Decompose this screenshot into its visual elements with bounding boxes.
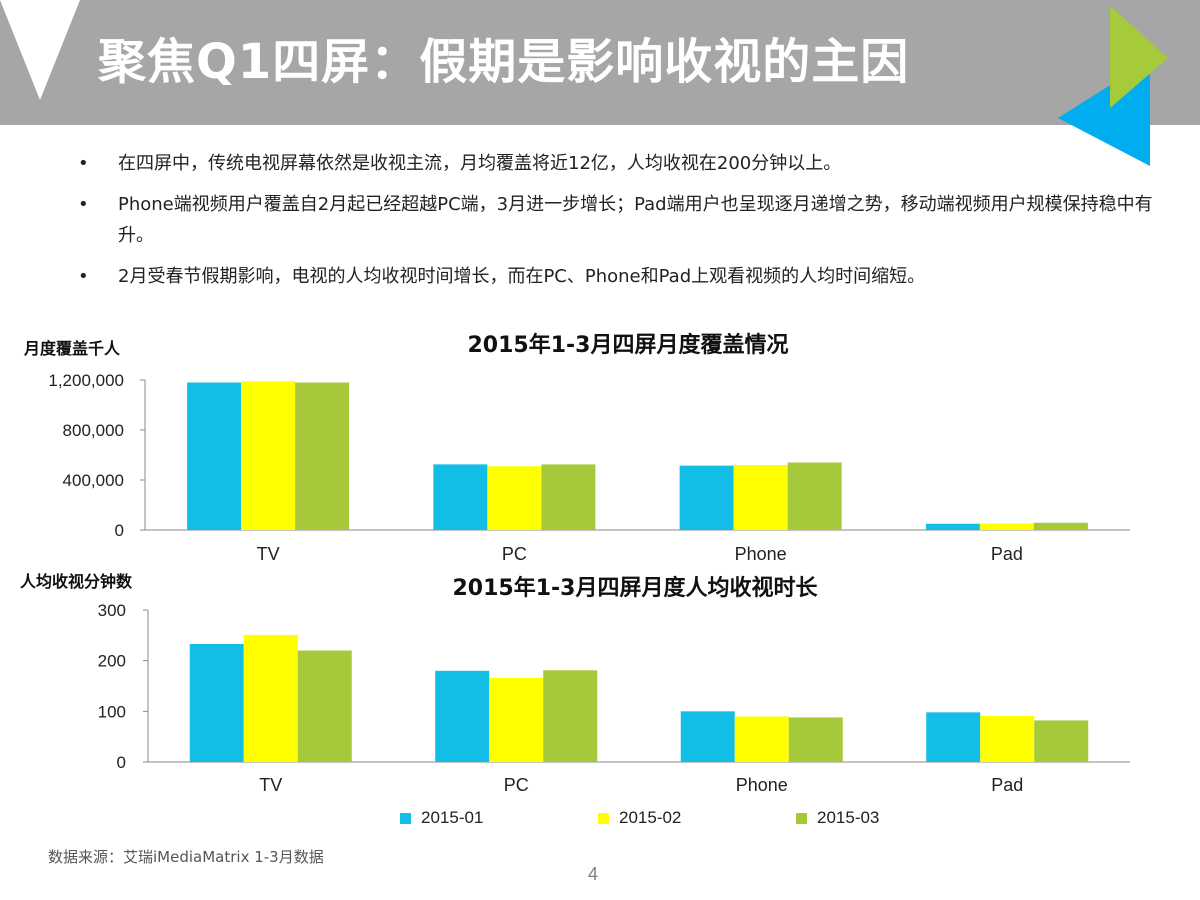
category-label: Phone — [735, 544, 787, 564]
category-label: Pad — [991, 544, 1023, 564]
bar-tv-2015-01 — [189, 643, 244, 762]
page-title: 聚焦Q1四屏：假期是影响收视的主因 — [98, 34, 910, 90]
category-label: Phone — [736, 775, 788, 795]
page-number: 4 — [588, 864, 599, 884]
bar-tv-2015-02 — [243, 634, 298, 762]
bar-phone-2015-02 — [733, 465, 788, 530]
bar-pc-2015-01 — [435, 670, 490, 762]
y-axis-label: 月度覆盖千人 — [23, 339, 121, 358]
chart-legend: 2015-01 2015-02 2015-03 — [400, 808, 960, 832]
bar-pc-2015-01 — [433, 464, 488, 530]
category-label: PC — [504, 775, 529, 795]
bullet-text: 2月受春节假期影响，电视的人均收视时间增长，而在PC、Phone和Pad上观看视… — [118, 266, 926, 287]
bullet-dot: • — [78, 194, 89, 215]
category-label: TV — [259, 775, 282, 795]
bar-tv-2015-03 — [297, 650, 352, 762]
chart-title: 2015年1-3月四屏月度人均收视时长 — [453, 575, 819, 601]
legend-label: 2015-03 — [817, 808, 880, 827]
bar-pad-2015-03 — [1033, 522, 1088, 530]
y-tick-label: 0 — [117, 753, 126, 772]
bar-phone-2015-01 — [679, 465, 734, 530]
y-axis-label: 人均收视分钟数 — [20, 572, 133, 591]
y-tick-label: 100 — [98, 702, 126, 721]
category-label: TV — [257, 544, 280, 564]
bullet-item: • Phone端视频用户覆盖自2月起已经超越PC端，3月进一步增长；Pad端用户… — [78, 189, 1188, 251]
bullet-item: • 在四屏中，传统电视屏幕依然是收视主流，月均覆盖将近12亿，人均收视在200分… — [78, 148, 1188, 179]
bar-tv-2015-02 — [241, 381, 296, 530]
header-right-triangles — [1058, 6, 1168, 166]
bar-pc-2015-02 — [487, 466, 542, 530]
bar-pc-2015-02 — [489, 677, 544, 762]
bar-pad-2015-01 — [926, 712, 981, 762]
y-tick-label: 1,200,000 — [48, 371, 124, 390]
bar-pad-2015-03 — [1034, 720, 1089, 762]
y-tick-label: 800,000 — [63, 421, 124, 440]
bar-pad-2015-02 — [979, 523, 1034, 530]
y-tick-label: 400,000 — [63, 471, 124, 490]
bar-phone-2015-01 — [680, 711, 735, 762]
legend-item-2015-01: 2015-01 — [400, 808, 483, 828]
y-tick-label: 0 — [115, 521, 124, 540]
bar-tv-2015-03 — [295, 382, 350, 530]
bullet-text: Phone端视频用户覆盖自2月起已经超越PC端，3月进一步增长；Pad端用户也呈… — [118, 194, 1153, 246]
bar-pad-2015-02 — [980, 715, 1035, 762]
bullet-item: • 2月受春节假期影响，电视的人均收视时间增长，而在PC、Phone和Pad上观… — [78, 261, 1188, 292]
y-tick-label: 300 — [98, 601, 126, 620]
bar-pad-2015-01 — [925, 523, 980, 530]
legend-swatch — [796, 812, 807, 824]
legend-label: 2015-01 — [421, 808, 484, 827]
header-left-triangle — [0, 0, 80, 100]
bar-pc-2015-03 — [543, 670, 598, 762]
legend-swatch — [400, 812, 411, 824]
bullet-text: 在四屏中，传统电视屏幕依然是收视主流，月均覆盖将近12亿，人均收视在200分钟以… — [118, 153, 842, 174]
legend-swatch — [598, 812, 609, 824]
bullet-dot: • — [78, 153, 89, 174]
y-tick-label: 200 — [98, 652, 126, 671]
header-banner: 聚焦Q1四屏：假期是影响收视的主因 — [0, 0, 1200, 166]
chart-title: 2015年1-3月四屏月度覆盖情况 — [468, 332, 789, 358]
bullet-list: • 在四屏中，传统电视屏幕依然是收视主流，月均覆盖将近12亿，人均收视在200分… — [78, 148, 1188, 302]
bar-phone-2015-03 — [788, 717, 843, 762]
bullet-dot: • — [78, 266, 89, 287]
legend-label: 2015-02 — [619, 808, 682, 827]
bar-pc-2015-03 — [541, 464, 596, 530]
data-source-note: 数据来源：艾瑞iMediaMatrix 1-3月数据 — [48, 848, 324, 866]
legend-item-2015-03: 2015-03 — [796, 808, 879, 828]
category-label: Pad — [991, 775, 1023, 795]
bar-tv-2015-01 — [187, 382, 242, 530]
bar-phone-2015-02 — [734, 716, 789, 762]
legend-item-2015-02: 2015-02 — [598, 808, 681, 828]
bar-phone-2015-03 — [787, 462, 842, 530]
charts-canvas: 2015年1-3月四屏月度覆盖情况 月度覆盖千人 0 400,000 800,000 1,… — [20, 332, 1130, 795]
category-label: PC — [502, 544, 527, 564]
